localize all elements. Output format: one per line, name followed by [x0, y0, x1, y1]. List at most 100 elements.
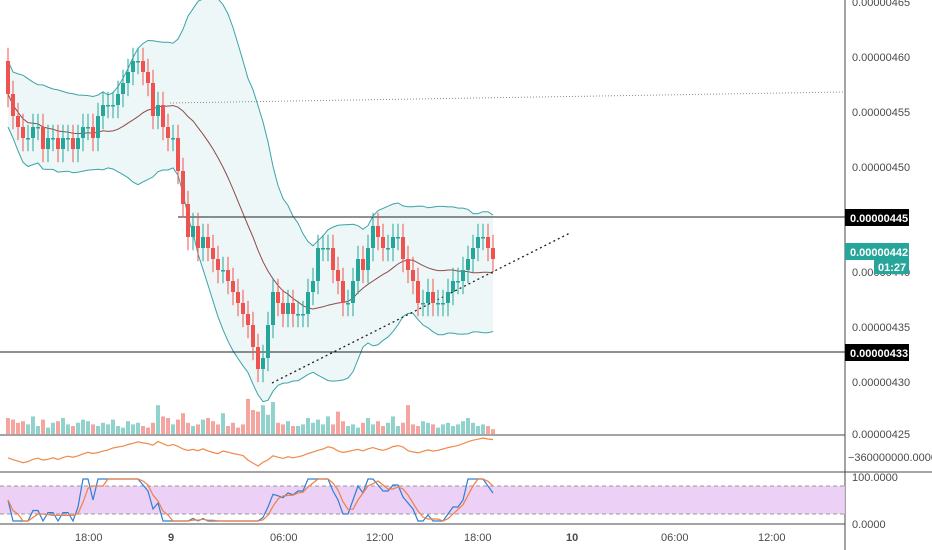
candle-body	[96, 116, 100, 138]
volume-bar	[16, 422, 20, 434]
volume-bar	[126, 421, 130, 434]
volume-bar	[411, 424, 415, 434]
volume-bar	[346, 426, 350, 434]
volume-bar	[71, 426, 75, 434]
candle-body	[301, 314, 305, 316]
bollinger-upper-band	[7, 0, 494, 247]
candle-body	[341, 281, 345, 303]
volume-bar	[326, 416, 330, 434]
candle-body	[366, 248, 370, 270]
volume-bar	[81, 419, 85, 434]
price-tick: 0.00000460	[852, 52, 910, 64]
candle-body	[286, 303, 290, 314]
current-price-badge: 0.00000442 01:27	[845, 243, 909, 274]
candle-body	[306, 292, 310, 314]
candle-body	[166, 127, 170, 138]
candle-body	[436, 303, 440, 305]
time-axis: 18:00 9 06:00 12:00 18:00 10 06:00 12:00	[75, 532, 786, 544]
volume-bar	[131, 424, 135, 434]
candle-body	[216, 259, 220, 270]
candle-body	[346, 303, 350, 305]
time-tick: 9	[168, 532, 174, 544]
candle-body	[66, 138, 70, 140]
candle-body	[106, 105, 110, 107]
candle-body	[181, 171, 185, 204]
obv-line	[7, 437, 494, 467]
candle-body	[91, 127, 95, 138]
volume-bar	[141, 426, 145, 434]
candle-body	[71, 138, 75, 149]
candle-body	[331, 248, 335, 270]
candle-body	[236, 292, 240, 303]
time-tick: 10	[566, 532, 578, 544]
candle-body	[406, 259, 410, 270]
candle-body	[151, 83, 155, 116]
candle-body	[296, 314, 300, 316]
candle-body	[316, 248, 320, 281]
volume-bar	[451, 426, 455, 434]
stochastic-band	[0, 486, 845, 514]
volume-bar	[206, 418, 210, 434]
volume-bar	[96, 426, 100, 434]
candle-body	[276, 292, 280, 303]
countdown-text: 01:27	[878, 262, 906, 274]
price-tick: 0.00000425	[852, 429, 910, 441]
price-axis: 0.00000465 0.00000460 0.00000455 0.00000…	[848, 0, 932, 531]
candle-body	[136, 61, 140, 63]
level-badge-low: 0.00000433	[845, 344, 909, 361]
candle-body	[201, 237, 205, 248]
candle-body	[231, 281, 235, 292]
candle-body	[156, 105, 160, 116]
candle-body	[326, 248, 330, 250]
level-badge-high: 0.00000445	[845, 209, 909, 226]
volume-bar	[116, 426, 120, 434]
candle-body	[451, 281, 455, 292]
candle-body	[146, 72, 150, 83]
candle-body	[116, 94, 120, 105]
volume-bar	[216, 424, 220, 434]
candle-body	[6, 61, 10, 94]
time-tick: 06:00	[661, 532, 689, 544]
level-badge-high-text: 0.00000445	[850, 213, 908, 225]
candle-body	[321, 248, 325, 250]
level-badge-low-text: 0.00000433	[850, 348, 908, 360]
volume-bar	[201, 419, 205, 434]
volume-bar	[251, 410, 255, 434]
volume-bar	[476, 426, 480, 434]
volume-bar	[321, 424, 325, 434]
volume-bar	[176, 419, 180, 434]
volume-bar	[466, 418, 470, 434]
dotted-horizontal-line[interactable]	[169, 91, 846, 104]
candle-body	[426, 292, 430, 303]
candle-body	[416, 281, 420, 303]
volume-bar	[121, 427, 125, 434]
candle-body	[176, 138, 180, 171]
time-tick: 12:00	[758, 532, 786, 544]
candle-body	[226, 270, 230, 281]
volume-bar	[51, 422, 55, 434]
candle-body	[376, 226, 380, 237]
rising-trendline[interactable]	[271, 232, 571, 384]
volume-bar	[191, 426, 195, 434]
candle-body	[266, 325, 270, 358]
volume-bar	[11, 419, 15, 434]
volume-bar	[376, 421, 380, 434]
volume-bar	[366, 418, 370, 434]
volume-bar	[306, 418, 310, 434]
candle-body	[261, 358, 265, 369]
candle-body	[386, 248, 390, 250]
volume-bars-layer	[6, 398, 495, 434]
candle-body	[81, 127, 85, 138]
volume-bar	[101, 422, 105, 434]
candle-body	[186, 204, 190, 237]
time-tick: 18:00	[464, 532, 492, 544]
candle-body	[396, 237, 400, 239]
candle-body	[456, 281, 460, 283]
candle-body	[351, 281, 355, 303]
volume-bar	[281, 424, 285, 434]
candle-body	[41, 127, 45, 149]
price-tick: 0.00000465	[852, 0, 910, 9]
candle-body	[246, 314, 250, 325]
volume-bar	[356, 427, 360, 434]
